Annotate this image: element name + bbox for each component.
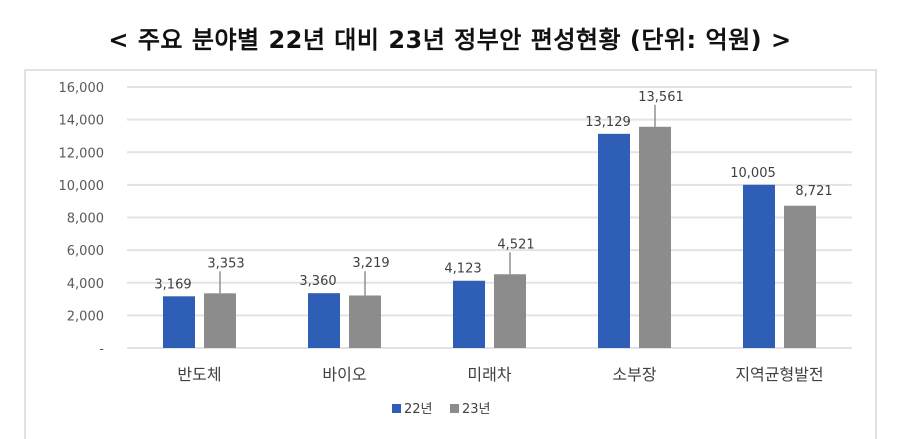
bar-22: [598, 133, 630, 348]
bar-22: [453, 280, 485, 348]
data-label: 4,123: [444, 262, 481, 277]
bar-23: [639, 126, 671, 348]
y-tick-label: 16,000: [59, 81, 105, 96]
bar-22: [163, 296, 195, 348]
bar-22: [743, 184, 775, 348]
x-axis: 반도체 바이오 미래차 소부장 지역균형발전: [177, 365, 823, 384]
bar-chart: - 2,000 4,000 6,000 8,000 10,000 12,000 14,000 1…: [59, 81, 852, 417]
y-tick-label: 2,000: [67, 309, 104, 324]
x-category-label: 바이오: [322, 365, 366, 384]
bar-22: [308, 293, 340, 348]
legend-swatch: [392, 404, 401, 413]
y-tick-label: 4,000: [67, 277, 104, 292]
y-axis: - 2,000 4,000 6,000 8,000 10,000 12,000 14,000 1…: [59, 81, 105, 357]
data-label: 3,360: [299, 274, 336, 289]
chart-frame: [24, 69, 877, 439]
legend: 22년 23년: [392, 402, 491, 417]
y-tick-label: 12,000: [59, 146, 105, 161]
chart-title: < 주요 분야별 22년 대비 23년 정부안 편성현황 (단위: 억원) >: [108, 26, 792, 54]
y-tick-label: -: [99, 342, 104, 357]
legend-swatch: [450, 404, 459, 413]
bar-23: [204, 293, 236, 348]
legend-label: 23년: [462, 402, 491, 417]
data-label: 4,521: [497, 237, 534, 252]
x-category-label: 반도체: [177, 365, 221, 384]
y-tick-label: 14,000: [59, 114, 105, 129]
y-tick-label: 8,000: [67, 212, 104, 227]
y-tick-label: 6,000: [67, 244, 104, 259]
data-label: 3,353: [207, 256, 244, 271]
data-label: 8,721: [795, 184, 832, 199]
data-label: 3,219: [352, 256, 389, 271]
legend-label: 22년: [404, 402, 433, 417]
bars: 3,169 3,353 3,360 3,219 4,123 4,521 13,129 13,5…: [154, 90, 833, 348]
x-category-label: 미래차: [467, 365, 511, 384]
data-label: 10,005: [730, 166, 776, 181]
data-label: 3,169: [154, 277, 191, 292]
bar-23: [349, 295, 381, 348]
data-label: 13,561: [638, 90, 684, 105]
data-label: 13,129: [585, 115, 631, 130]
x-category-label: 소부장: [612, 365, 656, 384]
bar-23: [784, 205, 816, 348]
y-tick-label: 10,000: [59, 179, 105, 194]
gridlines: [127, 86, 852, 349]
x-category-label: 지역균형발전: [735, 365, 823, 384]
bar-23: [494, 274, 526, 348]
